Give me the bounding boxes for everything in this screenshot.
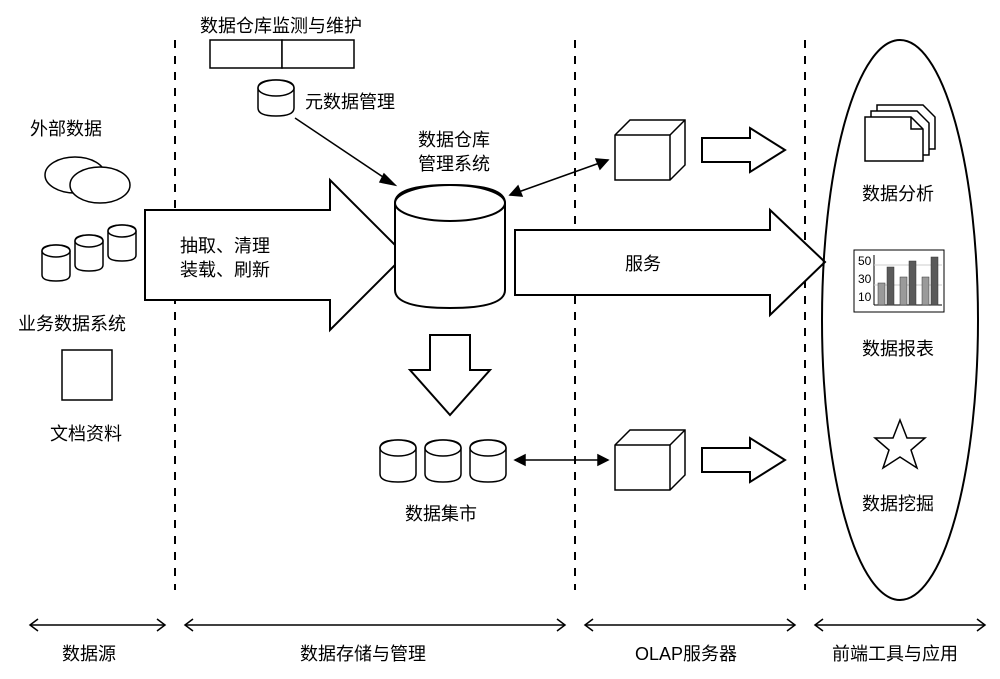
- dw-title-l2: 管理系统: [418, 150, 490, 176]
- datamart-label: 数据集市: [405, 500, 477, 526]
- chart-bar: [909, 261, 916, 305]
- etl-l2: 装载、刷新: [180, 256, 270, 282]
- metadata-cylinder-icon: [258, 80, 294, 116]
- analysis-label: 数据分析: [862, 180, 934, 206]
- metadata-label: 元数据管理: [305, 88, 395, 114]
- documents-label: 文档资料: [50, 420, 122, 446]
- mining-label: 数据挖掘: [862, 490, 934, 516]
- document-icon: [62, 350, 112, 400]
- section-storage: 数据存储与管理: [300, 640, 426, 666]
- mining-star-icon: [875, 420, 925, 468]
- chart-tick-10: 10: [858, 290, 871, 304]
- chart-tick-30: 30: [858, 272, 871, 286]
- section-olap: OLAP服务器: [635, 640, 737, 666]
- service-label: 服务: [625, 250, 661, 276]
- chart-bar: [931, 257, 938, 305]
- chart-bar: [900, 277, 907, 305]
- section-frontend: 前端工具与应用: [832, 640, 958, 666]
- datamart-cylinders-icon: [380, 440, 506, 482]
- report-label: 数据报表: [862, 335, 934, 361]
- section-source: 数据源: [62, 640, 116, 666]
- chart-tick-50: 50: [858, 254, 871, 268]
- business-system-label: 业务数据系统: [18, 310, 126, 336]
- service-arrow-icon: [515, 210, 825, 315]
- olap-cube-top-icon: [615, 120, 685, 180]
- dw-title-l1: 数据仓库: [418, 126, 490, 152]
- chart-bar: [922, 277, 929, 305]
- analysis-pages-icon: [865, 105, 935, 161]
- biz-cylinders-icon: [42, 225, 136, 281]
- etl-l1: 抽取、清理: [180, 232, 270, 258]
- chart-bar: [887, 267, 894, 305]
- olap-cube-bottom-icon: [615, 430, 685, 490]
- datawarehouse-cylinder-icon: [395, 185, 505, 308]
- monitor-label: 数据仓库监测与维护: [200, 12, 362, 38]
- chart-bar: [878, 283, 885, 305]
- external-data-label: 外部数据: [30, 115, 102, 141]
